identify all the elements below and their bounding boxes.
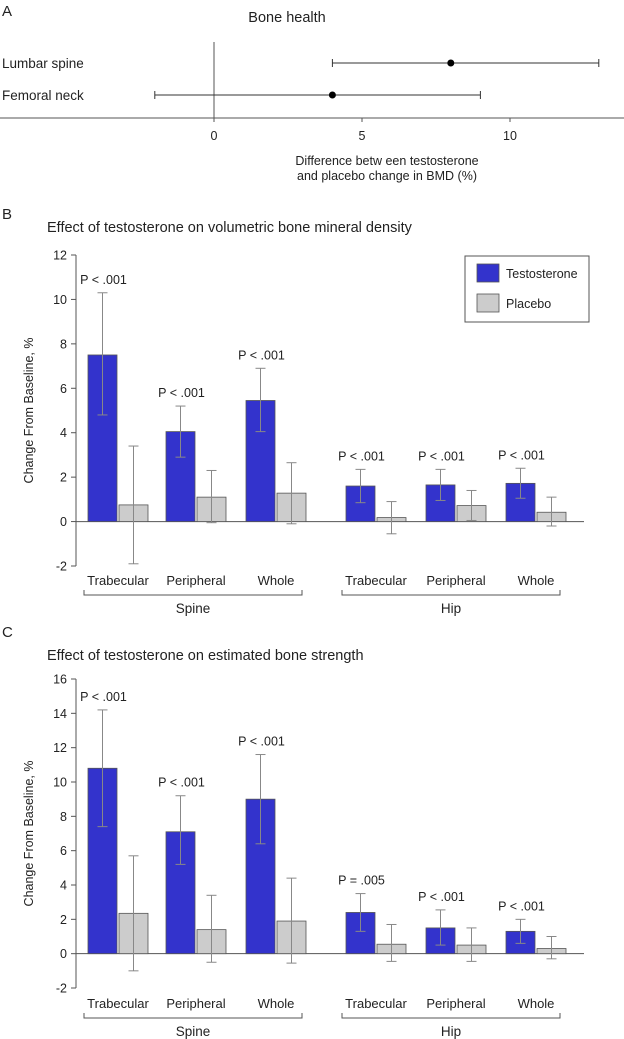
y-tick-label: 8 — [60, 810, 67, 824]
group-label: Hip — [441, 1024, 461, 1039]
point-estimate — [328, 91, 336, 99]
panel-a-xlabel-line-2: and placebo change in BMD (%) — [297, 169, 477, 183]
legend-label: Testosterone — [506, 267, 578, 281]
y-axis-label: Change From Baseline, % — [22, 761, 36, 907]
group-bracket — [83, 1013, 303, 1019]
panel-a-forest-plot: 0 5 10 Lumbar spine Femoral neck — [2, 42, 600, 143]
panel-letter-c: C — [2, 624, 13, 641]
y-tick-label: 12 — [53, 741, 67, 755]
point-estimate — [447, 59, 455, 67]
p-value-label: P = .005 — [338, 874, 385, 888]
category-label: Whole — [518, 573, 555, 588]
group-label: Spine — [176, 1024, 211, 1039]
category-label: Trabecular — [87, 996, 149, 1011]
y-tick-label: -2 — [56, 982, 67, 996]
y-tick-label: 0 — [60, 947, 67, 961]
panel-c-title: Effect of testosterone on estimated bone… — [47, 648, 364, 664]
panel-letter-a: A — [2, 3, 12, 20]
p-value-label: P < .001 — [338, 449, 385, 463]
group-bracket — [83, 590, 303, 596]
y-axis-label: Change From Baseline, % — [22, 338, 36, 484]
p-value-label: P < .001 — [158, 776, 205, 790]
group-label: Spine — [176, 601, 211, 616]
category-label: Trabecular — [87, 573, 149, 588]
p-value-label: P < .001 — [158, 386, 205, 400]
y-tick-label: -2 — [56, 560, 67, 574]
y-tick-label: 2 — [60, 913, 67, 927]
y-tick-label: 4 — [60, 426, 67, 440]
category-label: Whole — [518, 996, 555, 1011]
x-tick-label: 10 — [503, 129, 517, 143]
legend-label: Placebo — [506, 297, 551, 311]
category-label: Whole — [258, 573, 295, 588]
legend-box — [464, 255, 590, 323]
category-label: Peripheral — [166, 573, 225, 588]
legend-swatch — [476, 293, 500, 313]
y-tick-label: 6 — [60, 382, 67, 396]
legend-swatch — [476, 263, 500, 283]
p-value-label: P < .001 — [238, 735, 285, 749]
y-tick-label: 8 — [60, 337, 67, 351]
row-label: Lumbar spine — [2, 56, 84, 71]
group-bracket — [341, 590, 561, 596]
y-tick-label: 2 — [60, 471, 67, 485]
y-tick-label: 4 — [60, 879, 67, 893]
category-label: Peripheral — [426, 996, 485, 1011]
x-tick-label: 0 — [211, 129, 218, 143]
y-tick-label: 10 — [53, 293, 67, 307]
category-label: Peripheral — [426, 573, 485, 588]
group-label: Hip — [441, 601, 461, 616]
category-label: Trabecular — [345, 996, 407, 1011]
y-tick-label: 10 — [53, 776, 67, 790]
p-value-label: P < .001 — [418, 890, 465, 904]
y-tick-label: 14 — [53, 707, 67, 721]
panel-b-title: Effect of testosterone on volumetric bon… — [47, 220, 413, 236]
p-value-label: P < .001 — [498, 448, 545, 462]
panel-a-title: Bone health — [248, 10, 325, 26]
row-label: Femoral neck — [2, 88, 84, 103]
group-bracket — [341, 1013, 561, 1019]
panel-a-xlabel-line-1: Difference betw een testosterone — [295, 154, 478, 168]
y-tick-label: 12 — [53, 249, 67, 263]
x-tick-label: 5 — [359, 129, 366, 143]
p-value-label: P < .001 — [80, 690, 127, 704]
panel-letter-b: B — [2, 206, 12, 223]
p-value-label: P < .001 — [80, 273, 127, 287]
panel-c-bar-chart: -2 0 2 4 6 8 10 12 14 16 Change From Baseline, % P … — [22, 673, 584, 1039]
category-label: Peripheral — [166, 996, 225, 1011]
p-value-label: P < .001 — [418, 449, 465, 463]
category-label: Whole — [258, 996, 295, 1011]
y-tick-label: 0 — [60, 515, 67, 529]
p-value-label: P < .001 — [238, 348, 285, 362]
panel-b-bar-chart: -2 0 2 4 6 8 10 12 Change From Baseline, % P < .0… — [22, 249, 590, 616]
y-tick-label: 16 — [53, 673, 67, 687]
category-label: Trabecular — [345, 573, 407, 588]
y-tick-label: 6 — [60, 844, 67, 858]
testosterone-bar — [87, 354, 118, 522]
p-value-label: P < .001 — [498, 899, 545, 913]
